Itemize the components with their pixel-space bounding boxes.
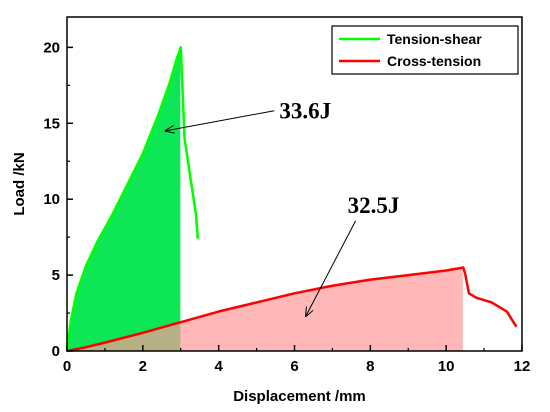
x-tick-label: 8 xyxy=(366,358,374,375)
series-line-2 xyxy=(66,266,518,353)
legend-label-1: Tension-shear xyxy=(387,31,482,47)
y-tick-label: 10 xyxy=(43,191,60,208)
y-tick-label: 5 xyxy=(52,267,60,284)
y-axis-title: Load /kN xyxy=(11,152,28,215)
legend-label-2: Cross-tension xyxy=(387,53,481,69)
x-tick-label: 12 xyxy=(514,358,531,375)
x-tick-label: 6 xyxy=(290,358,298,375)
x-tick-label: 4 xyxy=(214,358,223,375)
area-fill-1 xyxy=(66,47,182,352)
legend: Tension-shear Cross-tension xyxy=(331,25,519,75)
y-tick-label: 20 xyxy=(43,39,60,56)
annotation-label-1: 33.6J xyxy=(279,99,331,124)
y-tick-label: 15 xyxy=(43,115,60,132)
legend-box xyxy=(331,25,519,75)
annotation-arrow-2 xyxy=(306,220,357,316)
x-tick-label: 10 xyxy=(438,358,455,375)
annotation-label-2: 32.5J xyxy=(348,193,400,218)
y-tick-label: 0 xyxy=(52,343,60,360)
x-tick-label: 2 xyxy=(139,358,147,375)
annotation-arrow-1 xyxy=(166,110,275,131)
series-line-1 xyxy=(65,46,200,352)
x-axis-title: Displacement /mm xyxy=(233,388,366,405)
x-tick-label: 0 xyxy=(63,358,71,375)
